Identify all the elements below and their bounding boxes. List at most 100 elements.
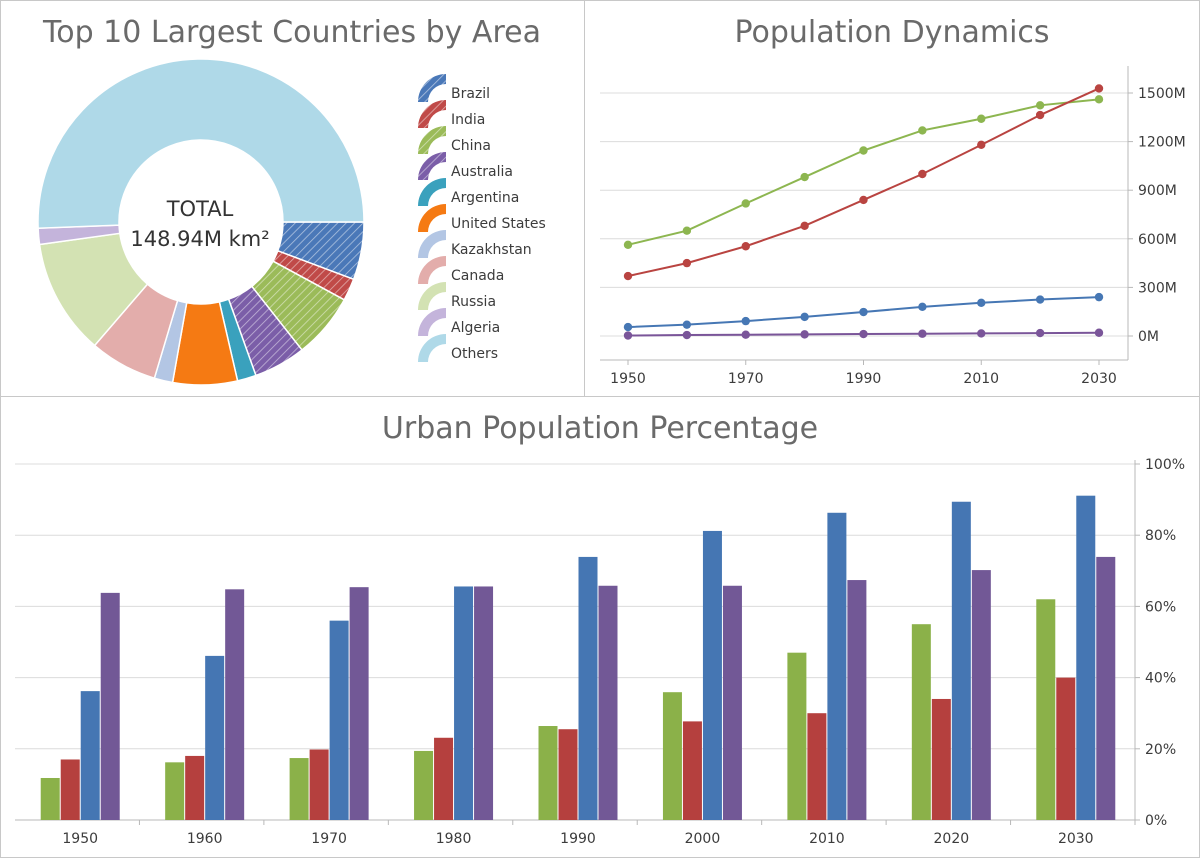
urban-bar-series-1-1990[interactable] bbox=[538, 726, 558, 820]
population-point-china-1990[interactable] bbox=[859, 146, 868, 155]
urban-bar-series-3-2000[interactable] bbox=[702, 530, 722, 820]
population-point-india-2010[interactable] bbox=[977, 140, 986, 150]
legend-item-kazakhstan[interactable]: Kazakhstan bbox=[418, 230, 532, 258]
urban-bar-series-2-1980[interactable] bbox=[434, 737, 454, 820]
urban-bar-series-1-2010[interactable] bbox=[787, 652, 807, 820]
population-point-china-1960[interactable] bbox=[682, 226, 692, 235]
legend-label-australia: Australia bbox=[451, 164, 513, 180]
urban-bar-series-3-1970[interactable] bbox=[329, 620, 349, 820]
population-point-russia-1950[interactable] bbox=[623, 331, 633, 340]
legend-item-china[interactable]: China bbox=[418, 126, 491, 154]
population-point-united-states-1980[interactable] bbox=[800, 312, 809, 322]
urban-xtick-2010: 2010 bbox=[809, 831, 845, 847]
urban-bar-series-3-1990[interactable] bbox=[578, 556, 598, 820]
legend-label-russia: Russia bbox=[451, 294, 496, 310]
population-point-india-1980[interactable] bbox=[800, 221, 809, 231]
population-point-russia-1980[interactable] bbox=[800, 330, 809, 339]
population-point-china-1950[interactable] bbox=[623, 240, 633, 249]
legend-label-algeria: Algeria bbox=[451, 320, 500, 336]
urban-bar-series-4-1970[interactable] bbox=[349, 587, 369, 820]
urban-bar-series-4-1990[interactable] bbox=[598, 585, 618, 820]
urban-bar-series-1-2030[interactable] bbox=[1036, 599, 1056, 820]
donut-slice-others[interactable] bbox=[37, 58, 365, 229]
population-point-india-1970[interactable] bbox=[741, 242, 750, 251]
urban-bar-group-2000 bbox=[662, 530, 742, 820]
urban-bar-series-2-2030[interactable] bbox=[1056, 677, 1076, 820]
population-point-india-2030[interactable] bbox=[1094, 84, 1104, 93]
population-point-china-2000[interactable] bbox=[918, 126, 927, 135]
legend-item-united-states[interactable]: United States bbox=[418, 204, 546, 232]
population-xtick-1990: 1990 bbox=[846, 371, 882, 387]
urban-bar-series-2-2000[interactable] bbox=[682, 721, 702, 820]
population-point-russia-1990[interactable] bbox=[859, 329, 868, 339]
population-point-india-1950[interactable] bbox=[623, 271, 633, 281]
urban-bar-series-4-1950[interactable] bbox=[100, 592, 120, 820]
urban-bar-series-4-2020[interactable] bbox=[971, 570, 991, 820]
urban-bar-series-1-2000[interactable] bbox=[662, 692, 682, 820]
urban-bar-series-3-2010[interactable] bbox=[827, 512, 847, 820]
population-point-united-states-2000[interactable] bbox=[918, 302, 927, 312]
population-point-united-states-1990[interactable] bbox=[859, 307, 868, 317]
urban-bar-series-1-2020[interactable] bbox=[911, 624, 931, 820]
legend-item-brazil[interactable]: Brazil bbox=[418, 74, 490, 102]
urban-bar-series-1-1970[interactable] bbox=[289, 758, 309, 820]
population-point-india-2020[interactable] bbox=[1035, 110, 1045, 120]
population-point-india-1990[interactable] bbox=[859, 195, 868, 205]
population-point-united-states-1970[interactable] bbox=[741, 316, 750, 326]
urban-bar-series-4-2000[interactable] bbox=[722, 585, 742, 820]
urban-bar-series-3-2030[interactable] bbox=[1076, 495, 1096, 820]
urban-bar-series-3-1960[interactable] bbox=[205, 655, 225, 820]
population-point-china-1980[interactable] bbox=[800, 172, 809, 182]
legend-label-brazil: Brazil bbox=[451, 86, 490, 102]
population-ytick-1200m: 1200M bbox=[1138, 135, 1186, 151]
urban-bar-series-3-1950[interactable] bbox=[80, 691, 100, 820]
legend-item-india[interactable]: India bbox=[418, 100, 485, 128]
urban-bar-series-4-2010[interactable] bbox=[847, 580, 867, 820]
population-ytick-900m: 900M bbox=[1138, 183, 1177, 199]
urban-bar-series-4-1980[interactable] bbox=[474, 586, 494, 820]
urban-bar-series-1-1950[interactable] bbox=[40, 777, 60, 820]
urban-bar-series-2-1990[interactable] bbox=[558, 729, 578, 820]
population-point-united-states-2010[interactable] bbox=[977, 298, 986, 307]
population-point-china-2030[interactable] bbox=[1094, 95, 1104, 104]
legend-item-australia[interactable]: Australia bbox=[418, 152, 513, 180]
population-point-russia-2000[interactable] bbox=[918, 329, 927, 338]
population-point-india-1960[interactable] bbox=[682, 258, 692, 268]
urban-bar-series-2-2020[interactable] bbox=[931, 698, 951, 820]
population-point-china-1970[interactable] bbox=[741, 199, 750, 208]
population-point-united-states-2030[interactable] bbox=[1094, 292, 1104, 302]
population-ytick-600m: 600M bbox=[1138, 232, 1177, 248]
legend-item-russia[interactable]: Russia bbox=[418, 282, 496, 310]
population-point-united-states-1950[interactable] bbox=[623, 322, 633, 332]
population-point-united-states-1960[interactable] bbox=[682, 320, 692, 329]
legend-item-canada[interactable]: Canada bbox=[418, 256, 504, 284]
urban-bar-series-2-1960[interactable] bbox=[185, 755, 205, 820]
urban-xtick-2000: 2000 bbox=[685, 831, 721, 847]
population-line-india[interactable] bbox=[627, 87, 1100, 278]
population-point-united-states-2020[interactable] bbox=[1035, 295, 1045, 304]
legend-item-argentina[interactable]: Argentina bbox=[418, 178, 519, 206]
population-point-russia-2020[interactable] bbox=[1035, 328, 1045, 338]
population-point-russia-1970[interactable] bbox=[741, 330, 750, 339]
urban-bar-series-2-1970[interactable] bbox=[309, 749, 329, 820]
population-point-russia-2030[interactable] bbox=[1094, 328, 1104, 337]
population-point-china-2020[interactable] bbox=[1035, 101, 1045, 110]
urban-bar-series-3-2020[interactable] bbox=[951, 501, 971, 820]
legend-item-algeria[interactable]: Algeria bbox=[418, 308, 500, 336]
urban-bar-series-2-1950[interactable] bbox=[60, 759, 80, 820]
legend-item-others[interactable]: Others bbox=[418, 334, 498, 362]
population-point-china-2010[interactable] bbox=[977, 114, 986, 123]
population-point-russia-2010[interactable] bbox=[977, 329, 986, 338]
population-point-russia-1960[interactable] bbox=[682, 330, 692, 340]
donut-total-label: TOTAL bbox=[166, 197, 234, 221]
urban-bar-series-2-2010[interactable] bbox=[807, 713, 827, 820]
urban-bar-series-4-1960[interactable] bbox=[225, 589, 245, 820]
urban-bar-series-1-1980[interactable] bbox=[414, 750, 434, 820]
urban-bar-chart: Urban Population Percentage 0% 20% 40% 60% 8… bbox=[15, 411, 1185, 847]
population-point-india-2000[interactable] bbox=[918, 169, 927, 179]
urban-bar-series-4-2030[interactable] bbox=[1096, 556, 1116, 820]
urban-bar-series-1-1960[interactable] bbox=[165, 762, 185, 820]
legend-marker-kazakhstan bbox=[418, 230, 446, 258]
urban-bar-series-3-1980[interactable] bbox=[454, 586, 474, 820]
